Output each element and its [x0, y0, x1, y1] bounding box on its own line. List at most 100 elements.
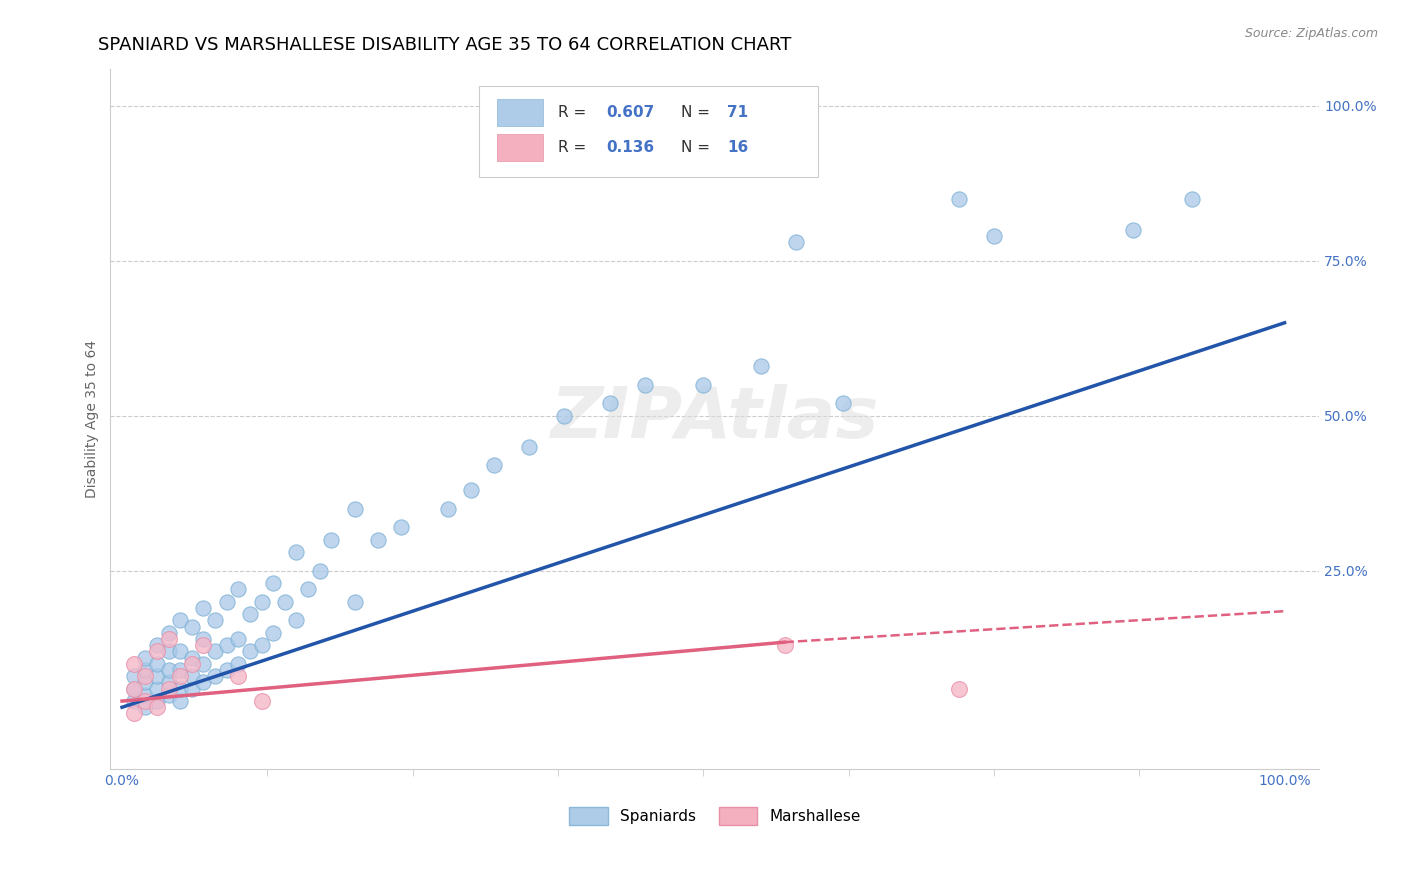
Point: [215, 663, 238, 677]
Text: 71: 71: [727, 105, 748, 120]
Point: [193, 675, 215, 690]
Point: [204, 644, 226, 658]
Point: [343, 501, 366, 516]
Point: [226, 657, 249, 671]
Point: [169, 681, 191, 696]
Point: [262, 625, 284, 640]
Point: [122, 681, 145, 696]
Point: [308, 564, 330, 578]
Point: [226, 632, 249, 646]
Point: [250, 638, 273, 652]
Point: [285, 614, 308, 628]
Point: [262, 576, 284, 591]
Point: [773, 638, 796, 652]
Point: [343, 595, 366, 609]
Point: [157, 663, 180, 677]
Point: [169, 644, 191, 658]
Point: [146, 694, 169, 708]
Point: [134, 700, 156, 714]
Point: [297, 582, 319, 597]
Point: [274, 595, 297, 609]
Point: [157, 625, 180, 640]
Point: [157, 632, 180, 646]
Point: [1122, 223, 1144, 237]
Point: [517, 440, 540, 454]
Point: [751, 359, 773, 374]
Point: [321, 533, 343, 547]
Point: [134, 669, 156, 683]
Point: [180, 620, 202, 634]
Point: [157, 681, 180, 696]
Text: 16: 16: [727, 140, 748, 155]
Point: [180, 681, 202, 696]
Point: [285, 545, 308, 559]
Text: 0.607: 0.607: [606, 105, 654, 120]
Point: [460, 483, 482, 498]
Point: [553, 409, 575, 423]
Point: [169, 694, 191, 708]
Point: [239, 644, 262, 658]
Point: [193, 657, 215, 671]
Point: [146, 644, 169, 658]
Point: [122, 681, 145, 696]
Text: 0.136: 0.136: [606, 140, 654, 155]
Point: [239, 607, 262, 622]
Point: [169, 614, 191, 628]
Text: N =: N =: [681, 140, 716, 155]
Point: [785, 235, 807, 249]
Y-axis label: Disability Age 35 to 64: Disability Age 35 to 64: [86, 340, 100, 498]
Point: [482, 458, 505, 473]
Text: R =: R =: [558, 105, 591, 120]
Point: [948, 192, 970, 206]
Point: [948, 681, 970, 696]
Point: [436, 501, 458, 516]
Point: [157, 675, 180, 690]
Bar: [498, 135, 543, 161]
Point: [146, 700, 169, 714]
Point: [215, 638, 238, 652]
Point: [157, 644, 180, 658]
Point: [226, 669, 249, 683]
Point: [193, 638, 215, 652]
Point: [134, 675, 156, 690]
Point: [134, 650, 156, 665]
Point: [146, 657, 169, 671]
Point: [634, 377, 657, 392]
Text: R =: R =: [558, 140, 596, 155]
Point: [983, 229, 1005, 244]
Point: [831, 396, 853, 410]
Point: [122, 694, 145, 708]
Text: SPANIARD VS MARSHALLESE DISABILITY AGE 35 TO 64 CORRELATION CHART: SPANIARD VS MARSHALLESE DISABILITY AGE 3…: [98, 36, 792, 54]
Point: [599, 396, 621, 410]
Point: [1180, 192, 1202, 206]
Bar: [498, 99, 543, 126]
Point: [193, 632, 215, 646]
Point: [180, 669, 202, 683]
Point: [180, 657, 202, 671]
Point: [134, 694, 156, 708]
Point: [204, 614, 226, 628]
Point: [204, 669, 226, 683]
Point: [250, 595, 273, 609]
Text: ZIPAtlas: ZIPAtlas: [551, 384, 879, 453]
FancyBboxPatch shape: [479, 86, 818, 178]
Point: [146, 681, 169, 696]
Point: [146, 669, 169, 683]
Point: [169, 663, 191, 677]
Text: Source: ZipAtlas.com: Source: ZipAtlas.com: [1244, 27, 1378, 40]
Point: [180, 650, 202, 665]
Point: [134, 663, 156, 677]
Point: [250, 694, 273, 708]
Point: [226, 582, 249, 597]
Point: [157, 688, 180, 702]
Point: [367, 533, 389, 547]
Point: [122, 657, 145, 671]
Point: [169, 669, 191, 683]
Point: [134, 688, 156, 702]
Point: [692, 377, 714, 392]
Point: [146, 638, 169, 652]
Point: [389, 520, 412, 534]
Legend: Spaniards, Marshallese: Spaniards, Marshallese: [569, 807, 860, 825]
Point: [215, 595, 238, 609]
Point: [122, 669, 145, 683]
